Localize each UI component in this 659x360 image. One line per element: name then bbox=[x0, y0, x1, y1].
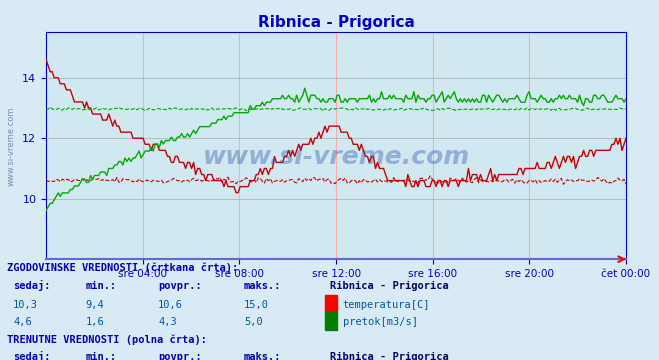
Text: maks.:: maks.: bbox=[244, 281, 281, 291]
Text: 10,6: 10,6 bbox=[158, 300, 183, 310]
Text: 1,6: 1,6 bbox=[86, 317, 104, 327]
Text: maks.:: maks.: bbox=[244, 352, 281, 360]
FancyBboxPatch shape bbox=[325, 295, 337, 312]
Text: Ribnica - Prigorica: Ribnica - Prigorica bbox=[330, 352, 448, 360]
Title: Ribnica - Prigorica: Ribnica - Prigorica bbox=[258, 15, 415, 30]
Text: povpr.:: povpr.: bbox=[158, 352, 202, 360]
Text: povpr.:: povpr.: bbox=[158, 281, 202, 291]
Text: Ribnica - Prigorica: Ribnica - Prigorica bbox=[330, 281, 448, 291]
Text: www.si-vreme.com: www.si-vreme.com bbox=[7, 106, 16, 185]
Text: sedaj:: sedaj: bbox=[13, 351, 51, 360]
Text: www.si-vreme.com: www.si-vreme.com bbox=[202, 145, 470, 169]
FancyBboxPatch shape bbox=[325, 312, 337, 330]
Text: min.:: min.: bbox=[86, 352, 117, 360]
Text: pretok[m3/s]: pretok[m3/s] bbox=[343, 317, 418, 327]
Text: 15,0: 15,0 bbox=[244, 300, 269, 310]
Text: TRENUTNE VREDNOSTI (polna črta):: TRENUTNE VREDNOSTI (polna črta): bbox=[7, 334, 206, 345]
Text: temperatura[C]: temperatura[C] bbox=[343, 300, 430, 310]
Text: 10,3: 10,3 bbox=[13, 300, 38, 310]
Text: 4,3: 4,3 bbox=[158, 317, 177, 327]
Text: 4,6: 4,6 bbox=[13, 317, 32, 327]
Text: sedaj:: sedaj: bbox=[13, 280, 51, 291]
Text: ZGODOVINSKE VREDNOSTI (črtkana črta):: ZGODOVINSKE VREDNOSTI (črtkana črta): bbox=[7, 262, 238, 273]
Text: 9,4: 9,4 bbox=[86, 300, 104, 310]
Text: 5,0: 5,0 bbox=[244, 317, 262, 327]
Text: min.:: min.: bbox=[86, 281, 117, 291]
